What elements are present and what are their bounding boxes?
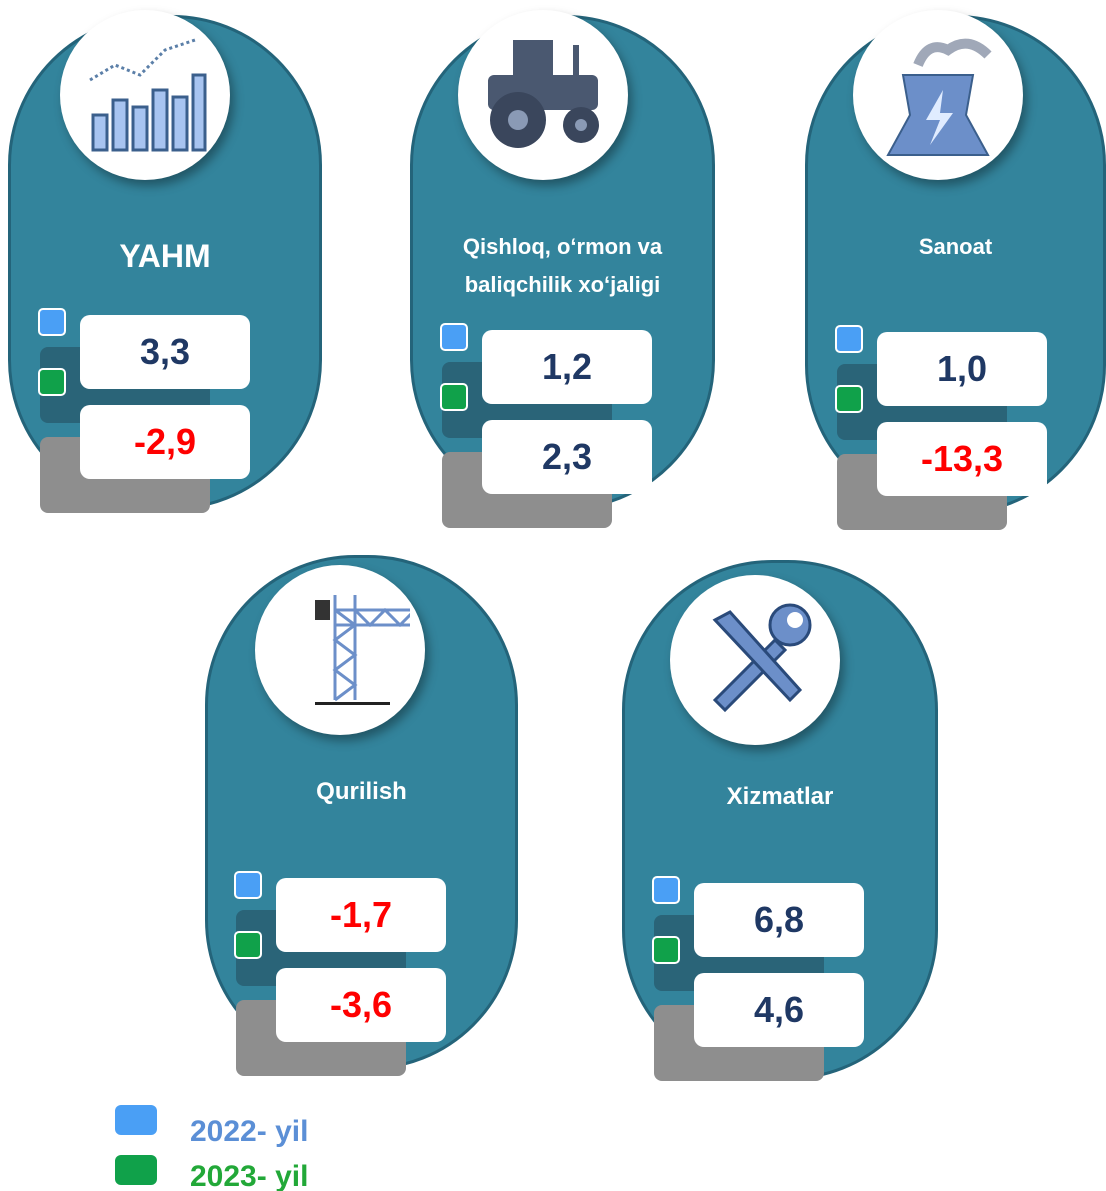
value-box: -1,7 [276, 878, 446, 952]
value-box: 1,0 [877, 332, 1047, 406]
year-marker [652, 876, 680, 904]
icon-circle [670, 575, 840, 745]
icon [488, 40, 599, 148]
year-marker [835, 325, 863, 353]
value-box: -2,9 [80, 405, 250, 479]
year-marker [652, 936, 680, 964]
card-title: YAHM [119, 238, 211, 274]
icon-circle [458, 10, 628, 180]
year-marker [234, 931, 262, 959]
year-marker [835, 385, 863, 413]
icon-circle [255, 565, 425, 735]
icon-circle [60, 10, 230, 180]
legend-swatch [115, 1105, 157, 1135]
card-title: Sanoat [918, 234, 993, 259]
value-box: 4,6 [694, 973, 864, 1047]
icon [89, 38, 207, 152]
icon [886, 38, 992, 156]
value-box: 2,3 [482, 420, 652, 494]
value-box: -3,6 [276, 968, 446, 1042]
year-marker [38, 308, 66, 336]
value-box: -13,3 [877, 422, 1047, 496]
year-marker [440, 323, 468, 351]
card-title: Qishloq, o‘rmon va baliqchilik xo‘jaligi [462, 234, 663, 297]
card-title: Qurilish [316, 778, 407, 805]
year-marker [234, 871, 262, 899]
icon [315, 595, 410, 705]
card-title: Xizmatlar [726, 783, 834, 810]
legend-label: 2022- yil [190, 1115, 309, 1148]
icon-circle [853, 10, 1023, 180]
legend-label: 2023- yil [190, 1160, 309, 1191]
value-box: 3,3 [80, 315, 250, 389]
value-box: 6,8 [694, 883, 864, 957]
icon [712, 603, 812, 713]
legend-swatch [115, 1155, 157, 1185]
year-marker [38, 368, 66, 396]
year-marker [440, 383, 468, 411]
value-box: 1,2 [482, 330, 652, 404]
